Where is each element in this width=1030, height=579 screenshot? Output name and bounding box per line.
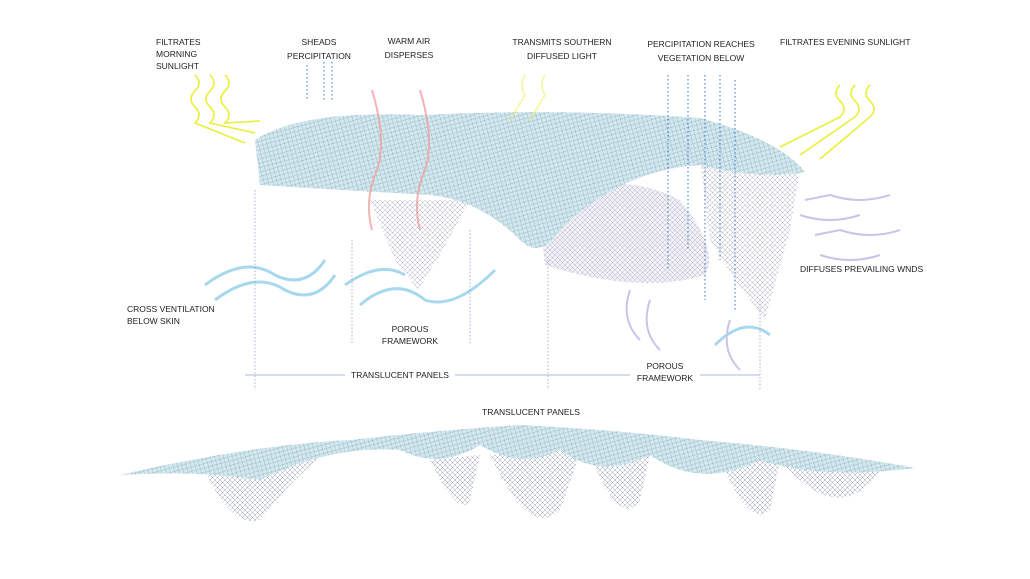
precipitation-lines: [306, 62, 736, 310]
upper-canopy: [255, 112, 805, 320]
label-porous-right-1: POROUS: [647, 361, 684, 371]
label-porous-left-1: POROUS: [392, 324, 429, 334]
label-southern-1: TRANSMITS SOUTHERN: [512, 37, 611, 47]
label-morning-2: MORNING: [156, 49, 197, 59]
porous-framework-cone-left: [370, 200, 470, 290]
label-porous-right-2: FRAMEWORK: [637, 373, 694, 383]
label-porous-left-2: FRAMEWORK: [382, 336, 439, 346]
label-winds: DIFFUSES PREVAILING WNDS: [800, 264, 923, 274]
label-sheds-2: PERCIPITATION: [287, 51, 351, 61]
warm-air-arrows: [367, 89, 430, 231]
label-morning-1: FILTRATES: [156, 37, 201, 47]
label-translucent-top: TRANSLUCENT PANELS: [351, 370, 449, 380]
annotations: FILTRATES MORNING SUNLIGHT SHEADS PERCIP…: [127, 36, 923, 417]
sunlight-arrows: [190, 74, 875, 160]
label-sheds-1: SHEADS: [302, 37, 337, 47]
label-vegetation-2: VEGETATION BELOW: [658, 53, 745, 63]
label-ventilation-1: CROSS VENTILATION: [127, 304, 215, 314]
lower-canopy: [120, 425, 915, 522]
ventilation-arrows: [204, 259, 771, 347]
leader-lines: [245, 190, 761, 390]
label-warm-air-2: DISPERSES: [385, 50, 434, 60]
label-vegetation-1: PERCIPITATION REACHES: [647, 39, 755, 49]
label-ventilation-2: BELOW SKIN: [127, 316, 180, 326]
label-morning-3: SUNLIGHT: [156, 61, 199, 71]
label-translucent-bottom: TRANSLUCENT PANELS: [482, 407, 580, 417]
wind-arrows: [625, 193, 901, 371]
label-evening: FILTRATES EVENING SUNLIGHT: [780, 37, 911, 47]
label-southern-2: DIFFUSED LIGHT: [527, 51, 597, 61]
label-warm-air-1: WARM AIR: [388, 36, 431, 46]
